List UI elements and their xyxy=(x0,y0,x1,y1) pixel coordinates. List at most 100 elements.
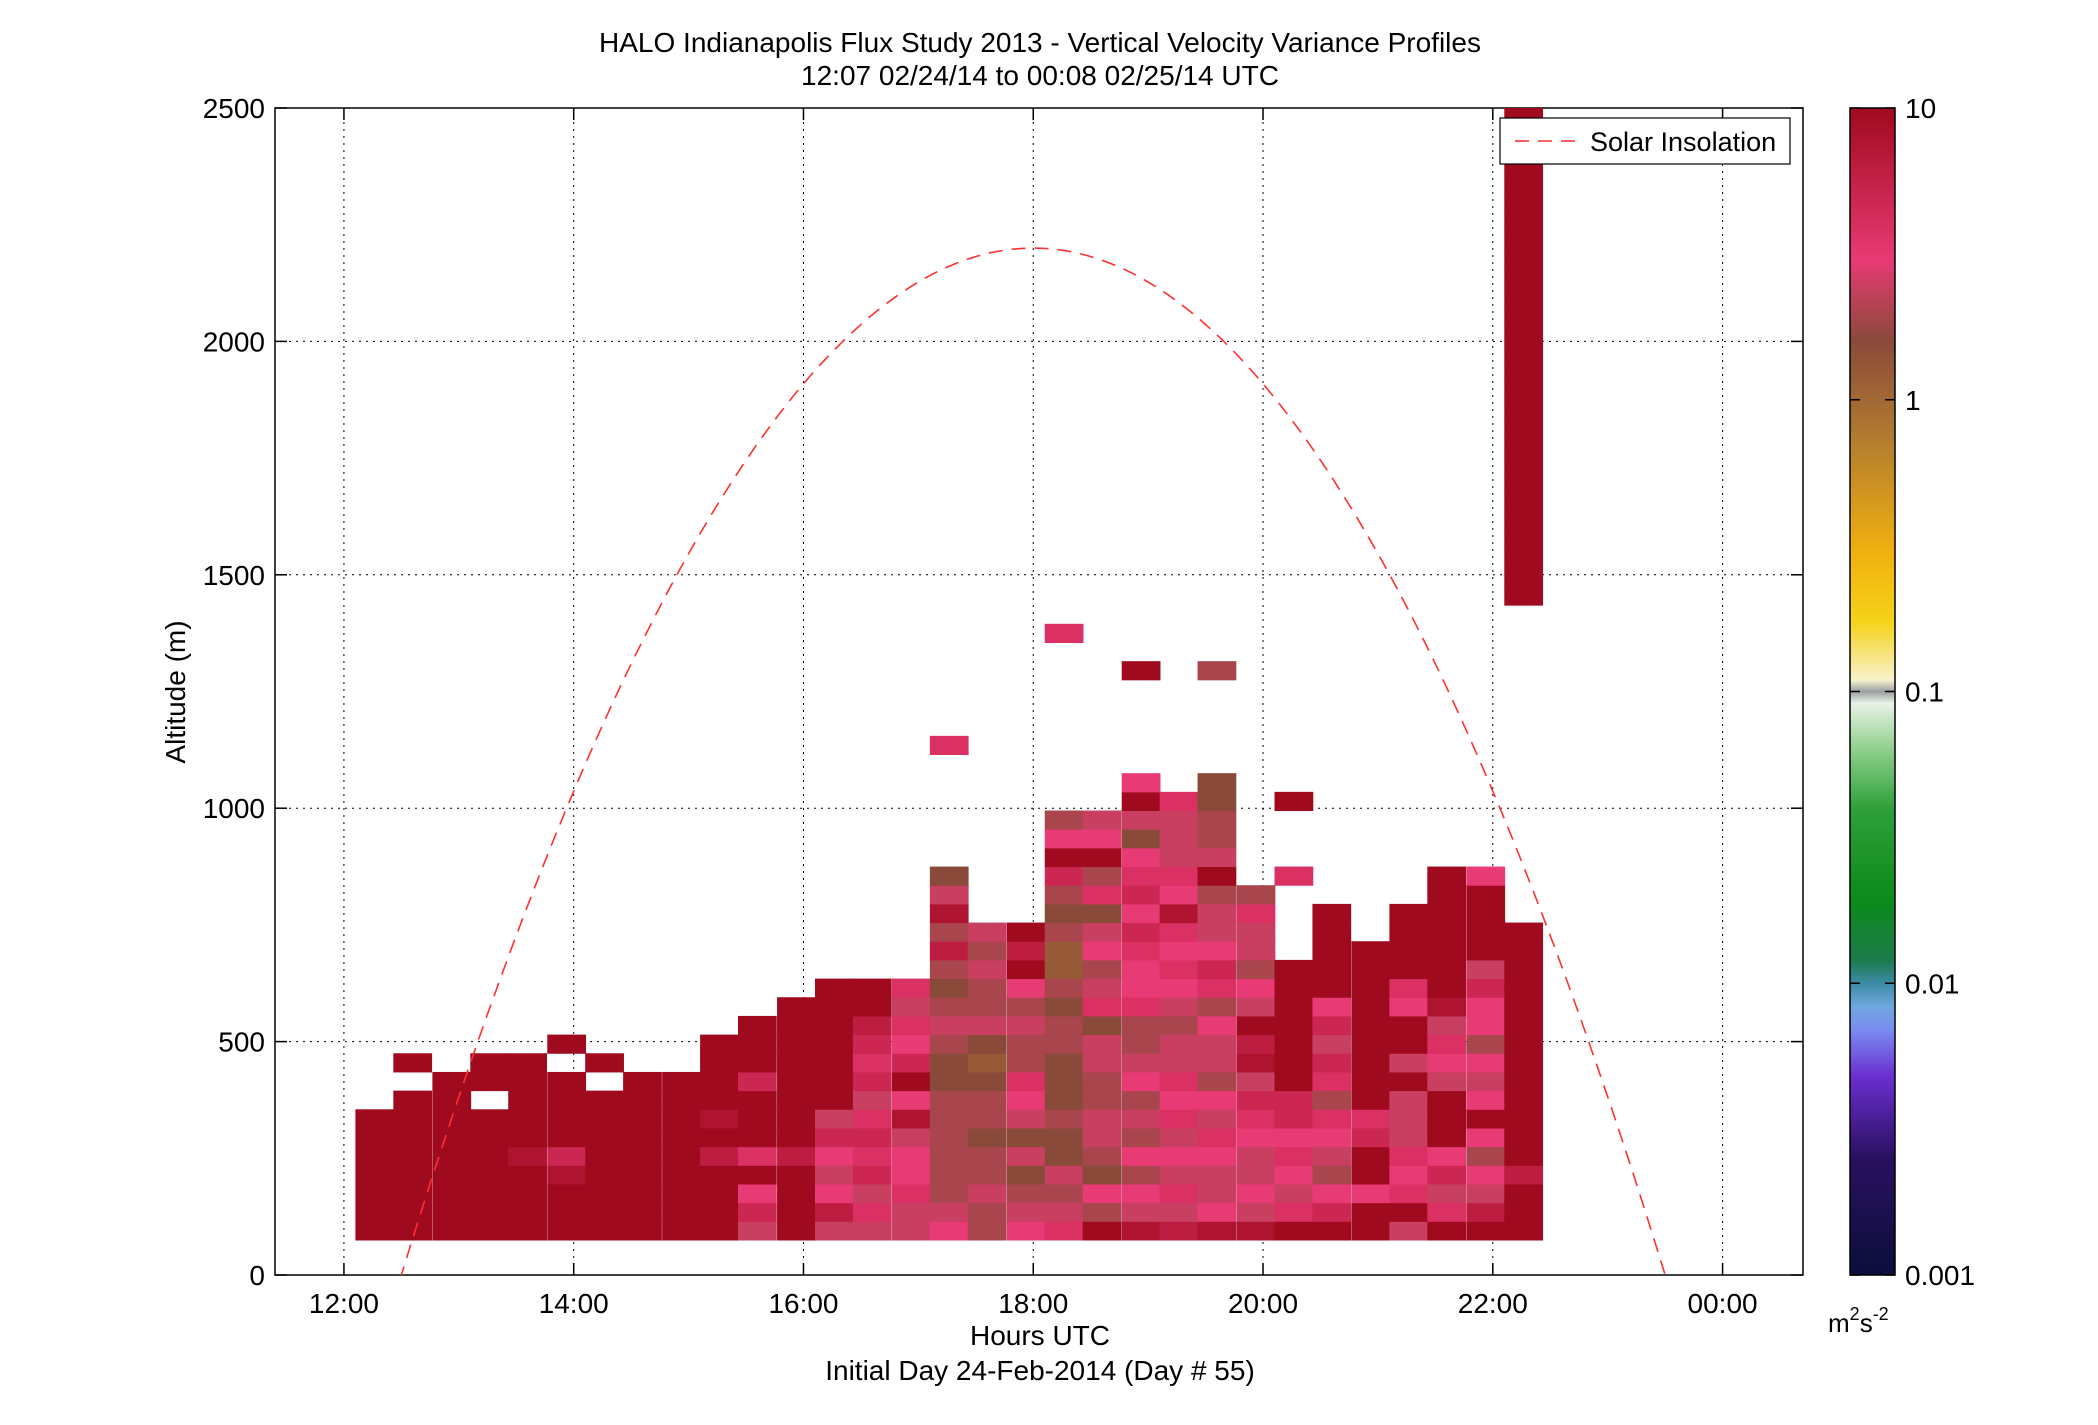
heatmap-cells xyxy=(355,108,1544,1241)
heatmap-cell xyxy=(623,1109,662,1129)
heatmap-cell xyxy=(1006,1127,1046,1148)
heatmap-cell xyxy=(470,1165,510,1185)
heatmap-cell xyxy=(355,1202,395,1222)
heatmap-cell xyxy=(1044,623,1084,643)
heatmap-cell xyxy=(1197,773,1237,793)
heatmap-cell xyxy=(1197,791,1237,812)
heatmap-cell xyxy=(929,1034,969,1054)
x-tick-label-0: 12:00 xyxy=(309,1288,379,1319)
heatmap-cell xyxy=(585,1053,624,1073)
heatmap-cell xyxy=(585,1165,624,1185)
heatmap-cell xyxy=(1159,866,1199,886)
heatmap-cell xyxy=(623,1202,662,1222)
heatmap-cell xyxy=(508,1146,547,1166)
heatmap-cell xyxy=(1197,885,1237,905)
heatmap-cell xyxy=(1006,959,1046,980)
heatmap-cell xyxy=(1082,959,1122,980)
colorbar-units-base: m xyxy=(1828,1308,1850,1338)
heatmap-cell xyxy=(1389,1090,1429,1110)
heatmap-cell xyxy=(1274,1221,1314,1241)
heatmap-cell xyxy=(1312,1165,1352,1185)
heatmap-cell xyxy=(1082,903,1122,924)
heatmap-cell xyxy=(1159,1090,1199,1110)
heatmap-cell xyxy=(852,1053,892,1073)
x-tick-label-6: 00:00 xyxy=(1688,1288,1758,1319)
heatmap-cell xyxy=(1504,567,1544,587)
heatmap-cell xyxy=(814,1053,854,1073)
heatmap-cell xyxy=(929,1183,969,1204)
heatmap-cell xyxy=(1466,922,1506,942)
heatmap-cell xyxy=(700,1183,739,1204)
heatmap-cell xyxy=(393,1109,433,1129)
heatmap-cell xyxy=(662,1127,701,1148)
heatmap-cell xyxy=(1427,1146,1467,1166)
heatmap-cell xyxy=(1351,1071,1391,1092)
heatmap-cell xyxy=(891,1053,931,1073)
heatmap-cell xyxy=(470,1146,510,1166)
heatmap-cell xyxy=(1504,1165,1544,1185)
heatmap-cell xyxy=(1006,1109,1046,1129)
heatmap-cell xyxy=(393,1146,433,1166)
heatmap-cell xyxy=(662,1183,701,1204)
heatmap-cell xyxy=(891,1109,931,1129)
heatmap-cell xyxy=(508,1109,547,1129)
heatmap-cell xyxy=(1082,941,1122,961)
heatmap-cell xyxy=(852,1071,892,1092)
heatmap-cell xyxy=(967,959,1007,980)
heatmap-cell xyxy=(1504,108,1544,121)
heatmap-cell xyxy=(1006,978,1046,998)
heatmap-cell xyxy=(1121,1071,1161,1092)
heatmap-cell xyxy=(1389,1221,1429,1241)
heatmap-cell xyxy=(1466,1034,1506,1054)
heatmap-cell xyxy=(1236,1034,1276,1054)
heatmap-cell xyxy=(737,1071,777,1092)
heatmap-cell xyxy=(1044,922,1084,942)
x-tick-label-2: 16:00 xyxy=(768,1288,838,1319)
heatmap-cell xyxy=(1504,1221,1544,1241)
heatmap-cell xyxy=(1236,1146,1276,1166)
heatmap-cell xyxy=(1121,866,1161,886)
heatmap-cell xyxy=(737,1146,777,1166)
heatmap-cell xyxy=(1236,1221,1276,1241)
heatmap-cell xyxy=(1504,1183,1544,1204)
heatmap-cell xyxy=(737,1127,777,1148)
heatmap-cell xyxy=(1389,1183,1429,1204)
heatmap-cell xyxy=(662,1090,701,1110)
heatmap-cell xyxy=(432,1202,472,1222)
heatmap-cell xyxy=(1466,1071,1506,1092)
heatmap-cell xyxy=(1006,997,1046,1017)
heatmap-cell xyxy=(1121,1221,1161,1241)
heatmap-cell xyxy=(1197,1090,1237,1110)
heatmap-cell xyxy=(1466,903,1506,924)
heatmap-cell xyxy=(1466,885,1506,905)
y-tick-label-3: 1500 xyxy=(203,560,265,591)
heatmap-cell xyxy=(814,1165,854,1185)
heatmap-cell xyxy=(1312,1202,1352,1222)
heatmap-cell xyxy=(1044,810,1084,830)
heatmap-cell xyxy=(393,1090,433,1110)
heatmap-cell xyxy=(1274,1015,1314,1036)
heatmap-cell xyxy=(1159,997,1199,1017)
heatmap-cell xyxy=(1504,250,1544,270)
heatmap-cell xyxy=(355,1109,395,1129)
heatmap-cell xyxy=(967,941,1007,961)
y-axis-ticks: 0 500 1000 1500 2000 2500 xyxy=(203,93,1803,1291)
heatmap-cell xyxy=(1121,997,1161,1017)
heatmap-cell xyxy=(852,1127,892,1148)
heatmap-cell xyxy=(777,1053,816,1073)
heatmap-cell xyxy=(1389,1202,1429,1222)
heatmap-cell xyxy=(700,1202,739,1222)
heatmap-cell xyxy=(470,1127,510,1148)
heatmap-cell xyxy=(662,1221,701,1241)
heatmap-cell xyxy=(1236,1183,1276,1204)
heatmap-cell xyxy=(814,1015,854,1036)
heatmap-cell xyxy=(1351,1202,1391,1222)
heatmap-cell xyxy=(432,1146,472,1166)
heatmap-cell xyxy=(777,1127,816,1148)
heatmap-cell xyxy=(1121,791,1161,812)
heatmap-cell xyxy=(1389,1034,1429,1054)
heatmap-cell xyxy=(355,1221,395,1241)
heatmap-cell xyxy=(1427,1071,1467,1092)
heatmap-cell xyxy=(1274,1090,1314,1110)
heatmap-cell xyxy=(1466,1202,1506,1222)
